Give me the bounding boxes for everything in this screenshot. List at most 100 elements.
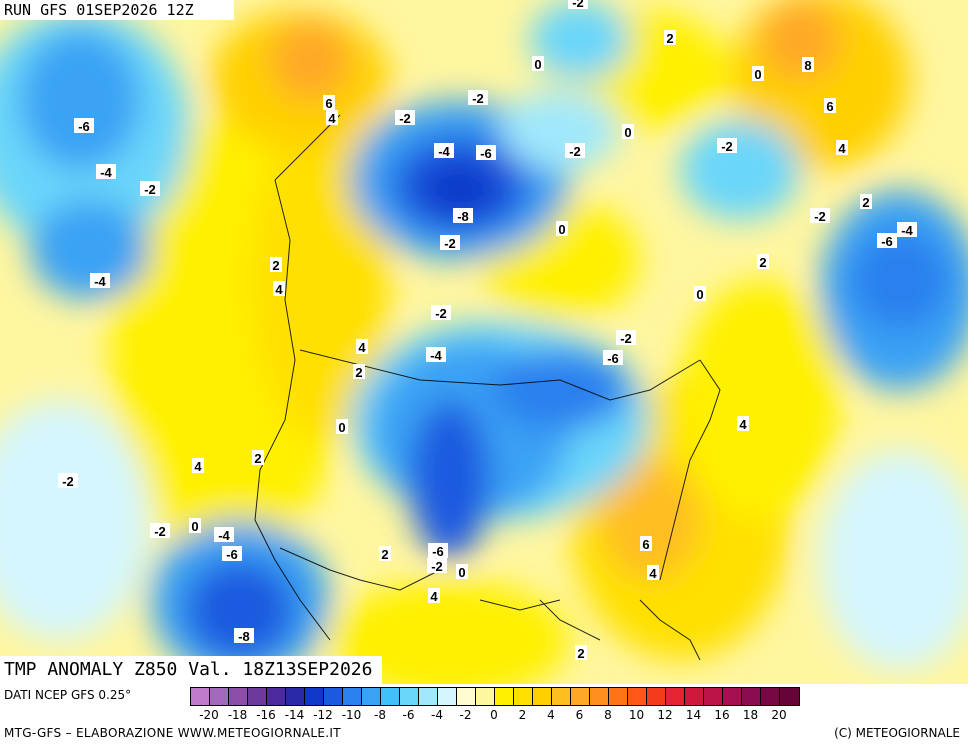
contour-label-text: 6 (325, 96, 332, 111)
contour-label-text: -8 (238, 629, 250, 644)
contour-label: -2 (440, 235, 460, 251)
contour-label-text: -4 (430, 348, 442, 363)
credit-left: MTG-GFS – ELABORAZIONE WWW.METEOGIORNALE… (4, 726, 341, 740)
legend-tick: 12 (657, 708, 673, 722)
contour-label: 2 (664, 30, 676, 46)
contour-label-text: -2 (431, 559, 443, 574)
contour-label: 4 (273, 281, 285, 297)
legend-swatch (533, 688, 552, 705)
contour-label: 8 (802, 57, 814, 73)
legend-swatch (476, 688, 495, 705)
temperature-anomaly-map: -6-4-2-464 -2-20-4 -6 -2-8-20020864-2-22-6-… (0, 0, 968, 684)
legend-tick: -16 (256, 708, 276, 722)
legend-swatch (381, 688, 400, 705)
contour-label: -2 (395, 110, 415, 126)
contour-label: -8 (234, 628, 254, 644)
legend-swatch (552, 688, 571, 705)
legend-tick: -12 (313, 708, 333, 722)
legend-tick: -2 (459, 708, 472, 722)
contour-label-text: 2 (862, 195, 869, 210)
contour-label-text: 6 (826, 99, 833, 114)
contour-label-text: 2 (381, 547, 388, 562)
legend-tick: 20 (771, 708, 787, 722)
legend-swatch (267, 688, 286, 705)
contour-label-text: -2 (435, 306, 447, 321)
contour-label-text: -6 (432, 544, 444, 559)
contour-label: -4 (434, 143, 454, 159)
legend-tick: -10 (341, 708, 362, 722)
contour-label: -2 (616, 330, 636, 346)
contour-label-text: 2 (577, 646, 584, 661)
legend-swatch (324, 688, 343, 705)
legend-swatch (248, 688, 267, 705)
legend-swatch (723, 688, 742, 705)
legend-tick: 2 (518, 708, 527, 722)
contour-label: -6 (603, 350, 623, 366)
contour-label: 0 (752, 66, 764, 82)
contour-label: -4 (214, 527, 234, 543)
legend-swatch (419, 688, 438, 705)
contour-label-text: 0 (696, 287, 703, 302)
legend-swatch (343, 688, 362, 705)
contour-label-text: -2 (399, 111, 411, 126)
legend-tick: 18 (742, 708, 759, 722)
contour-label-text: -8 (457, 209, 469, 224)
contour-label-text: 0 (338, 420, 345, 435)
contour-label: 2 (252, 450, 264, 466)
contour-label-text: -2 (814, 209, 826, 224)
contour-label: 0 (556, 221, 568, 237)
contour-label-text: 0 (191, 519, 198, 534)
legend-swatch (305, 688, 324, 705)
contour-label: -2 (58, 473, 78, 489)
contour-label: 4 (428, 588, 440, 604)
contour-label: -8 (453, 208, 473, 224)
contour-label: 0 (694, 286, 706, 302)
contour-label-text: -6 (78, 119, 90, 134)
legend-swatch (571, 688, 590, 705)
legend-tick: 8 (604, 708, 612, 722)
run-title: RUN GFS 01SEP2026 12Z (0, 0, 234, 20)
contour-label: -6 (74, 118, 94, 134)
legend-swatch (761, 688, 780, 705)
contour-label-text: 4 (275, 282, 283, 297)
contour-label-text: -2 (572, 0, 584, 10)
contour-label-text: -4 (438, 144, 450, 159)
contour-label-text: 2 (355, 365, 362, 380)
contour-label-text: -4 (94, 274, 106, 289)
contour-label-text: -2 (721, 139, 733, 154)
legend-swatch (647, 688, 666, 705)
contour-label: 0 (189, 518, 201, 534)
contour-label: -6 (476, 145, 496, 161)
contour-label-text: -2 (444, 236, 456, 251)
contour-label: -6 (222, 546, 242, 562)
credit-right: (C) METEOGIORNALE (834, 726, 960, 740)
legend-swatch (286, 688, 305, 705)
legend-swatch (780, 688, 799, 705)
contour-label: -2 (431, 305, 451, 321)
legend-tick: 4 (547, 708, 555, 722)
contour-label-text: 0 (558, 222, 565, 237)
contour-label-text: -6 (881, 234, 893, 249)
contour-label-text: 2 (759, 255, 766, 270)
contour-label: 2 (757, 254, 769, 270)
contour-label: -2 (427, 558, 447, 574)
anomaly-title: TMP ANOMALY Z850 Val. 18Z13SEP2026 (0, 656, 383, 684)
legend-swatch (666, 688, 685, 705)
legend-tick: -4 (431, 708, 443, 722)
contour-label-text: 0 (534, 57, 541, 72)
contour-label: -2 (468, 90, 488, 106)
legend-swatch (438, 688, 457, 705)
contour-label: 0 (532, 56, 544, 72)
contour-label-text: -2 (569, 144, 581, 159)
contour-label-text: -6 (480, 146, 492, 161)
contour-label: 6 (824, 98, 836, 114)
contour-label-text: -2 (144, 182, 156, 197)
legend-swatch (229, 688, 248, 705)
legend-tick: 10 (628, 708, 645, 722)
contour-label: 2 (575, 645, 587, 661)
legend-tick: 14 (685, 708, 702, 722)
legend-swatch (628, 688, 647, 705)
contour-label-text: -6 (607, 351, 619, 366)
legend-tick: -18 (227, 708, 248, 722)
contour-label: -6 (877, 233, 897, 249)
